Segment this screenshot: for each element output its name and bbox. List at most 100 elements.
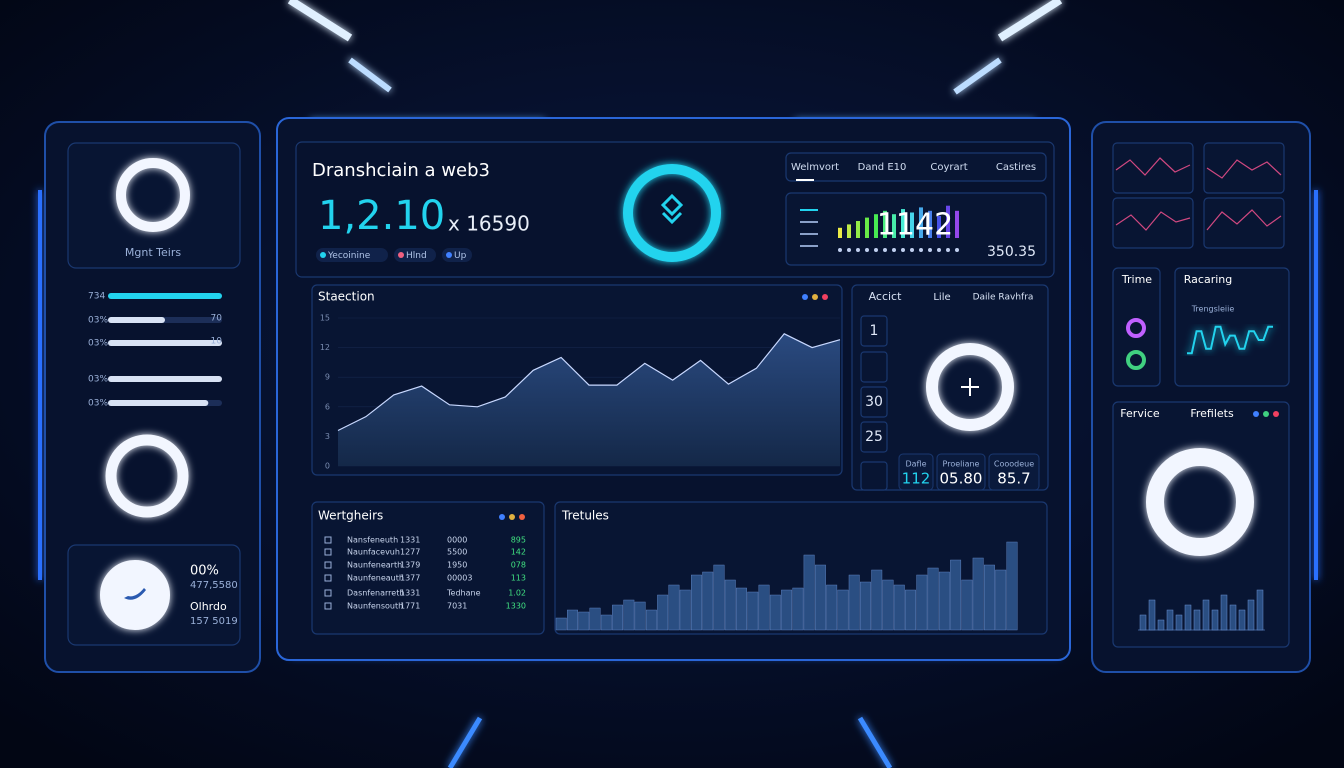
table-cell: Naunfenearth: [347, 561, 402, 570]
meter-dot: [883, 248, 887, 252]
trend-bar: [679, 589, 691, 631]
right-bar: [1229, 604, 1237, 631]
row-icon: [324, 536, 332, 544]
stat-label: Dafle: [905, 460, 926, 469]
chart-title: Fervice: [1120, 407, 1160, 420]
chip[interactable]: [442, 248, 472, 262]
progress-label: 03%: [88, 375, 108, 385]
side-item: 1: [870, 323, 879, 339]
social-count: 477,5580: [190, 580, 238, 591]
meter-bar: [955, 210, 959, 238]
table-cell: Naunfensouth: [347, 602, 403, 611]
row-icon: [324, 602, 332, 610]
chip-label[interactable]: Yecoinine: [327, 251, 371, 261]
progress-label: 03%: [88, 316, 108, 326]
y-tick-label: 3: [325, 432, 330, 441]
trend-bar: [612, 604, 624, 631]
chip[interactable]: [316, 248, 388, 262]
meter-dot: [865, 248, 869, 252]
main-value: 1,2.10: [318, 193, 445, 239]
chart-sub: Frefilets: [1190, 407, 1234, 420]
meter-bar: [874, 214, 878, 238]
meter-value: 1142: [877, 208, 953, 243]
chip[interactable]: [394, 248, 436, 262]
meter-dot: [919, 248, 923, 252]
meter-bar: [883, 210, 887, 238]
right-bar: [1193, 609, 1201, 631]
trend-bar: [758, 584, 770, 631]
meter-bar: [901, 209, 905, 238]
trend-bar: [634, 601, 646, 631]
meter-dot: [928, 248, 932, 252]
trend-bar: [555, 617, 567, 631]
progress-end: 70: [211, 314, 223, 324]
ring-label: Mgnt Teirs: [125, 246, 181, 259]
trend-bar: [826, 584, 838, 631]
progress-label: 03%: [88, 399, 108, 409]
table-cell: 078: [511, 561, 526, 570]
chart-title: Racaring: [1184, 273, 1232, 286]
stat-box: [936, 453, 986, 491]
legend-dot: [1253, 411, 1259, 417]
side-tab[interactable]: Lile: [933, 292, 950, 303]
right-bar: [1238, 609, 1246, 631]
progress-bar: [108, 400, 209, 406]
side-tab[interactable]: Accict: [869, 290, 903, 303]
table-cell: 895: [511, 536, 526, 545]
trend-bar: [657, 594, 669, 631]
mini-title: Trime: [1121, 273, 1152, 286]
table-title: Wertgheirs: [318, 509, 383, 523]
tab[interactable]: Castires: [996, 162, 1036, 173]
chip-dot: [398, 252, 404, 258]
trend-bar: [623, 599, 635, 631]
side-tab[interactable]: Daile Ravhfra: [973, 293, 1034, 303]
rings: [100, 158, 1254, 630]
progress-bar: [108, 376, 222, 382]
meter-dot: [946, 248, 950, 252]
right-bar: [1175, 614, 1183, 631]
meter-bar: [946, 205, 950, 238]
y-tick-label: 9: [325, 373, 330, 382]
tab[interactable]: Dand E10: [858, 162, 907, 173]
trend-bar: [916, 574, 928, 631]
right-bar: [1166, 609, 1174, 631]
legend-dot: [812, 294, 818, 300]
row-icon: [324, 574, 332, 582]
meter-dot: [901, 248, 905, 252]
chip-label[interactable]: Up: [454, 251, 467, 261]
y-tick-label: 12: [320, 343, 330, 352]
table-cell: 0000: [447, 536, 467, 545]
meter-dot: [892, 248, 896, 252]
stat-label: Cooodeue: [994, 460, 1034, 469]
table-cell: 5500: [447, 548, 467, 557]
table-cell: 1379: [400, 561, 420, 570]
icon: [1126, 350, 1146, 370]
tab[interactable]: Coyrart: [930, 162, 967, 173]
chip-label[interactable]: Hlnd: [406, 251, 427, 261]
trend-bar: [781, 589, 793, 631]
meter-bar: [910, 212, 914, 238]
meter-dot: [838, 248, 842, 252]
meter-dot: [955, 248, 959, 252]
table-cell: Tedhane: [446, 589, 481, 598]
trend-bar: [995, 569, 1007, 631]
legend-dot: [499, 514, 505, 520]
meter-sub: 350.35: [987, 244, 1036, 260]
trend-bar: [961, 579, 973, 631]
trend-bar: [837, 589, 849, 631]
progress-bar: [108, 340, 222, 346]
stat-box: [898, 453, 934, 491]
trend-bar: [938, 571, 950, 631]
icon: [1126, 318, 1146, 338]
trend-bar: [893, 584, 905, 631]
trend-bar: [927, 567, 939, 631]
trend-bar: [972, 557, 984, 631]
add-icon[interactable]: [961, 378, 979, 396]
meter-dot: [910, 248, 914, 252]
social-icon: [124, 588, 146, 600]
chart-sub: Trengsleiie: [1191, 305, 1235, 314]
trend-bar: [814, 564, 826, 631]
tab[interactable]: Welmvort: [791, 162, 839, 173]
stat-box: [988, 453, 1040, 491]
area: [338, 333, 840, 466]
